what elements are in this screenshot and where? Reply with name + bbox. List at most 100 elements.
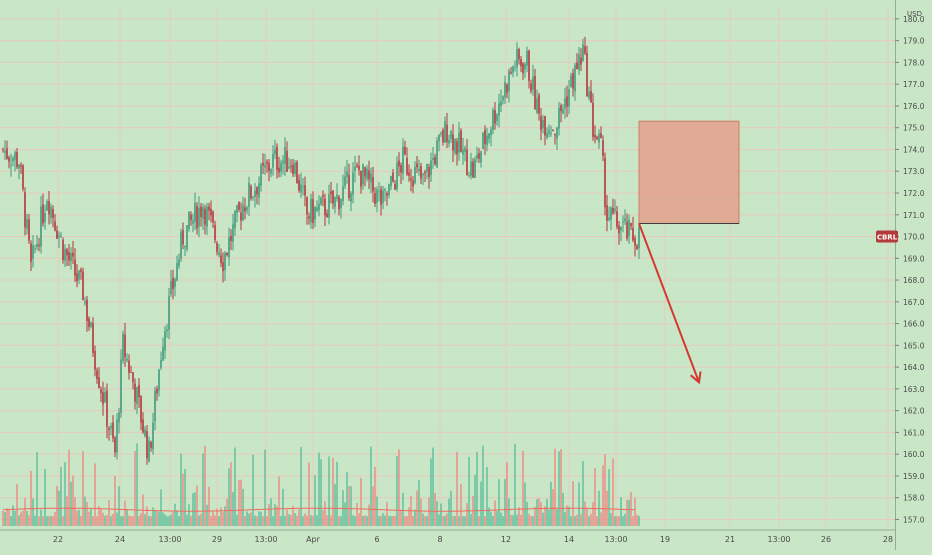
candle-body (444, 121, 446, 143)
volume-bar (40, 509, 42, 526)
candle-body (352, 172, 354, 195)
volume-bar (62, 516, 64, 526)
candle-body (586, 52, 588, 97)
candle-body (284, 147, 286, 165)
volume-bar (36, 452, 38, 526)
volume-bar (182, 473, 184, 526)
volume-bar (322, 510, 324, 526)
y-tick-label: 166.0 (903, 320, 925, 329)
volume-bar (204, 445, 206, 526)
candle-body (490, 129, 492, 136)
volume-bar (622, 516, 624, 526)
candle-body (620, 226, 622, 231)
volume-bar (608, 469, 610, 526)
candle-body (424, 171, 426, 174)
candle-body (368, 170, 370, 180)
volume-bar (222, 512, 224, 526)
volume-bar (258, 511, 260, 526)
candle-body (256, 187, 258, 195)
volume-bar (266, 516, 268, 526)
volume-bar (140, 513, 142, 526)
candle-body (418, 168, 420, 171)
y-tick-label: 157.0 (903, 515, 925, 524)
volume-bar (568, 506, 570, 526)
candle-body (64, 248, 66, 261)
volume-bar (582, 461, 584, 526)
volume-bar (584, 501, 586, 526)
candle-body (248, 182, 250, 207)
candle-body (12, 157, 14, 162)
candle-body (358, 165, 360, 171)
y-tick-label: 179.0 (903, 37, 925, 46)
volume-bar (312, 515, 314, 526)
candle-body (416, 163, 418, 168)
candle-body (532, 76, 534, 90)
candle-body (638, 227, 640, 249)
candle-body (52, 208, 54, 218)
volume-bar (612, 458, 614, 526)
volume-bar (122, 516, 124, 526)
candle-body (304, 185, 306, 196)
candle-body (632, 228, 634, 241)
volume-bar (600, 512, 602, 526)
candle-body (372, 177, 374, 192)
volume-bar (552, 489, 554, 526)
y-tick-label: 164.0 (903, 363, 925, 372)
volume-bar (320, 459, 322, 526)
volume-bar (626, 499, 628, 526)
candle-body (158, 369, 160, 391)
candle-body (194, 203, 196, 222)
candle-body (410, 178, 412, 181)
volume-bar (442, 516, 444, 526)
volume-bar (484, 516, 486, 526)
volume-bar (532, 516, 534, 526)
y-tick-label: 172.0 (903, 189, 925, 198)
candle-body (438, 134, 440, 142)
volume-bar (192, 493, 194, 526)
candle-body (470, 161, 472, 176)
candle-body (190, 214, 192, 221)
volume-bar (326, 515, 328, 526)
volume-bar (230, 462, 232, 526)
volume-bar (126, 509, 128, 526)
volume-bar (98, 506, 100, 526)
volume-bar (510, 514, 512, 526)
candle-body (442, 129, 444, 143)
candle-body (458, 132, 460, 153)
candle-body (112, 422, 114, 439)
volume-bar (294, 513, 296, 526)
volume-bar (270, 498, 272, 526)
candle-body (528, 50, 530, 81)
candle-body (610, 207, 612, 220)
candle-body (42, 204, 44, 224)
volume-bar (488, 507, 490, 526)
symbol-badge-text: CBRL (877, 234, 898, 242)
candle-body (184, 245, 186, 248)
volume-bar (64, 462, 66, 526)
volume-bar (216, 508, 218, 526)
volume-bar (380, 515, 382, 526)
volume-bar (214, 515, 216, 526)
candle-body (514, 67, 516, 68)
candle-body (412, 180, 414, 187)
volume-bar (278, 476, 280, 526)
candle-body (94, 351, 96, 370)
volume-bar (32, 498, 34, 526)
candle-body (578, 54, 580, 71)
volume-bar (452, 516, 454, 526)
candle-body (550, 133, 552, 135)
candle-body (512, 66, 514, 73)
volume-bar (496, 510, 498, 526)
candle-body (310, 198, 312, 223)
candle-body (466, 149, 468, 176)
projection-arrow (638, 223, 700, 383)
volume-bar (170, 514, 172, 526)
candle-body (258, 183, 260, 198)
volume-bar (366, 516, 368, 526)
candle-body (460, 130, 462, 152)
volume-bar (450, 490, 452, 526)
candle-body (144, 429, 146, 437)
candle-body (104, 392, 106, 403)
